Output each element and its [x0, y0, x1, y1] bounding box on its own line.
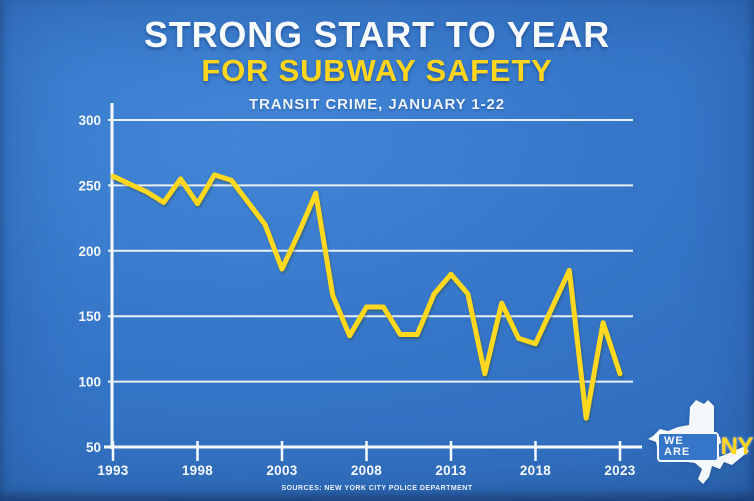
y-axis-label-200: 200	[78, 244, 101, 259]
title-block: STRONG START TO YEAR FOR SUBWAY SAFETY T…	[0, 14, 754, 113]
chart-subtitle: TRANSIT CRIME, JANUARY 1-22	[248, 96, 505, 113]
y-axis-label-100: 100	[78, 375, 101, 390]
x-axis-label-2008: 2008	[351, 463, 382, 478]
logo-lockup: WE ARE NY	[657, 432, 754, 462]
x-axis-label-1993: 1993	[97, 463, 128, 478]
crime-trend-line	[110, 172, 623, 421]
x-axis-label-1998: 1998	[182, 463, 213, 478]
x-axis-label-2003: 2003	[266, 463, 297, 478]
page-title-line-1: STRONG START TO YEAR	[143, 14, 611, 55]
y-axis-label-300: 300	[78, 113, 101, 128]
y-axis-label-250: 250	[78, 178, 101, 193]
page-title-line-2: FOR SUBWAY SAFETY	[201, 53, 553, 88]
we-are-ny-logo: WE ARE NY	[643, 392, 754, 494]
source-attribution: SOURCES: NEW YORK CITY POLICE DEPARTMENT	[281, 485, 473, 492]
logo-we-are-label: WE ARE	[657, 432, 719, 462]
y-axis-label-150: 150	[78, 309, 101, 324]
y-axis-label-50: 50	[86, 440, 101, 455]
x-axis-label-2013: 2013	[435, 463, 466, 478]
logo-ny-label: NY	[720, 433, 754, 460]
x-axis-label-2018: 2018	[520, 463, 551, 478]
x-axis-label-2023: 2023	[604, 463, 635, 478]
